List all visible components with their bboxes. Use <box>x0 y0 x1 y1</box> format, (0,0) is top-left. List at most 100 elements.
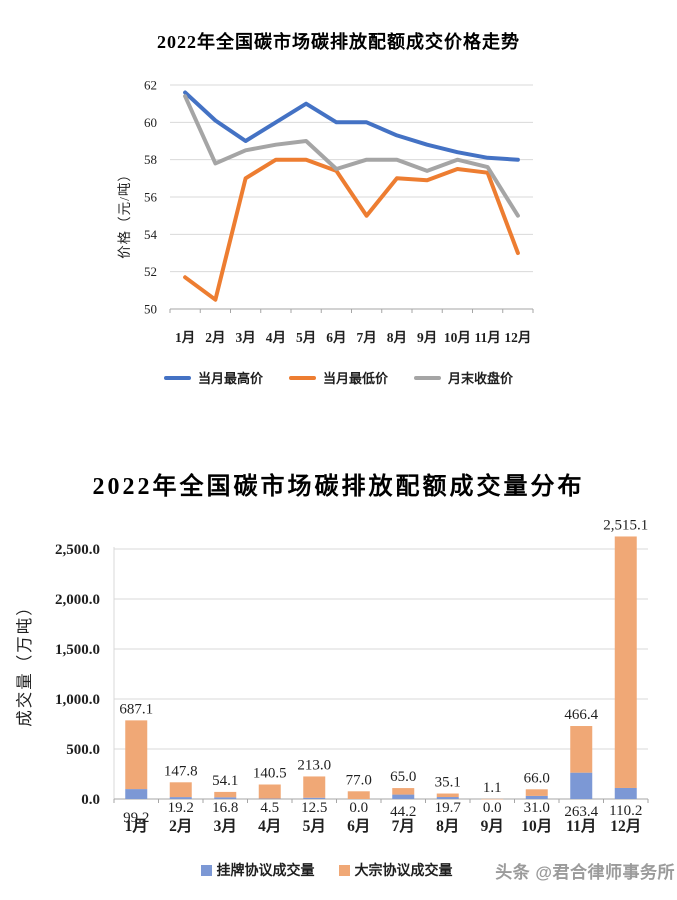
svg-text:1,000.0: 1,000.0 <box>55 692 100 708</box>
svg-text:1月: 1月 <box>125 817 148 835</box>
svg-text:466.4: 466.4 <box>564 707 598 723</box>
bar-大宗协议成交量 <box>525 789 548 796</box>
svg-text:44.2: 44.2 <box>390 804 416 820</box>
svg-text:成交量（万吨）: 成交量（万吨） <box>15 597 34 727</box>
bar-大宗协议成交量 <box>481 798 504 800</box>
legend-item-price: 月末收盘价 <box>414 368 513 387</box>
price-line-当月最低价 <box>183 157 520 302</box>
price-chart-axes <box>169 308 534 313</box>
bar-大宗协议成交量 <box>347 791 370 799</box>
svg-text:58: 58 <box>144 152 157 167</box>
svg-text:2,000.0: 2,000.0 <box>55 592 100 608</box>
svg-text:65.0: 65.0 <box>390 769 416 785</box>
svg-text:19.7: 19.7 <box>435 800 462 816</box>
svg-text:500.0: 500.0 <box>66 742 100 758</box>
svg-text:5月: 5月 <box>296 330 316 345</box>
legend-swatch-icon <box>200 864 212 876</box>
svg-text:11月: 11月 <box>474 330 500 345</box>
svg-text:6月: 6月 <box>347 817 370 835</box>
volume-chart-gridlines <box>114 548 648 750</box>
bar-挂牌协议成交量 <box>525 795 548 799</box>
svg-text:147.8: 147.8 <box>164 763 198 779</box>
svg-text:11月: 11月 <box>566 817 596 835</box>
svg-text:4月: 4月 <box>266 330 286 345</box>
svg-text:2,515.1: 2,515.1 <box>603 517 648 533</box>
svg-text:7月: 7月 <box>357 330 377 345</box>
svg-text:4月: 4月 <box>258 817 281 835</box>
bar-大宗协议成交量 <box>169 782 192 798</box>
svg-text:2月: 2月 <box>205 330 225 345</box>
svg-text:8月: 8月 <box>436 817 459 835</box>
svg-text:54.1: 54.1 <box>212 773 238 789</box>
svg-text:110.2: 110.2 <box>609 803 642 819</box>
svg-text:1,500.0: 1,500.0 <box>55 642 100 658</box>
volume-chart-bars <box>125 536 637 800</box>
legend-label: 当月最低价 <box>322 371 388 386</box>
svg-text:10月: 10月 <box>521 817 552 835</box>
volume-chart-title: 2022年全国碳市场碳排放配额成交量分布 <box>92 474 585 500</box>
volume-chart-axes <box>113 547 649 803</box>
legend-swatch-icon <box>414 375 441 380</box>
bar-挂牌协议成交量 <box>392 794 415 799</box>
legend-label: 当月最高价 <box>197 371 263 386</box>
svg-text:1月: 1月 <box>175 330 195 345</box>
svg-text:7月: 7月 <box>392 817 415 835</box>
price-chart-series <box>183 90 520 302</box>
svg-text:12.5: 12.5 <box>301 800 327 816</box>
svg-text:2月: 2月 <box>169 817 192 835</box>
bar-大宗协议成交量 <box>614 536 637 788</box>
svg-text:16.8: 16.8 <box>212 800 238 816</box>
svg-text:10月: 10月 <box>444 330 471 345</box>
svg-text:35.1: 35.1 <box>435 775 461 791</box>
svg-text:52: 52 <box>144 264 157 279</box>
svg-text:12月: 12月 <box>610 817 641 835</box>
svg-text:0.0: 0.0 <box>81 792 100 808</box>
legend-label: 挂牌协议成交量 <box>216 864 315 879</box>
legend-swatch-icon <box>163 375 191 380</box>
svg-text:213.0: 213.0 <box>297 757 331 773</box>
svg-text:687.1: 687.1 <box>119 701 153 717</box>
bar-大宗协议成交量 <box>436 793 459 798</box>
svg-text:4.5: 4.5 <box>260 800 279 816</box>
price-chart-gridlines <box>170 84 533 273</box>
price-chart-legend: 当月最高价 当月最低价 月末收盘价 <box>0 368 677 387</box>
svg-text:140.5: 140.5 <box>253 766 287 782</box>
volume-chart-data-labels: 687.1 99.2 147.8 19.2 54.1 16.8 140.5 4.5 213.0 1… <box>119 517 648 826</box>
bar-大宗协议成交量 <box>570 726 593 773</box>
svg-text:66.0: 66.0 <box>524 770 550 786</box>
legend-item-price: 当月最高价 <box>163 368 263 387</box>
svg-text:263.4: 263.4 <box>564 804 598 820</box>
bar-挂牌协议成交量 <box>125 789 148 799</box>
bar-大宗协议成交量 <box>258 784 281 799</box>
svg-text:9月: 9月 <box>417 330 437 345</box>
svg-text:31.0: 31.0 <box>524 800 550 816</box>
price-line-当月最高价 <box>183 90 520 162</box>
bar-挂牌协议成交量 <box>614 787 637 799</box>
svg-text:6月: 6月 <box>326 330 346 345</box>
bar-大宗协议成交量 <box>392 788 415 795</box>
svg-text:60: 60 <box>144 115 157 130</box>
price-line-月末收盘价 <box>183 94 520 218</box>
legend-label: 大宗协议成交量 <box>354 864 453 879</box>
svg-text:62: 62 <box>144 78 157 93</box>
watermark: 头条 @君合律师事务所 <box>495 863 675 882</box>
svg-text:77.0: 77.0 <box>346 772 372 788</box>
svg-text:5月: 5月 <box>303 817 326 835</box>
legend-label: 月末收盘价 <box>448 371 514 386</box>
legend-item-volume: 挂牌协议成交量 <box>200 860 315 880</box>
volume-chart-legend: 挂牌协议成交量 大宗协议成交量 <box>0 860 665 880</box>
svg-text:8月: 8月 <box>387 330 407 345</box>
bar-大宗协议成交量 <box>214 791 237 798</box>
svg-text:56: 56 <box>144 190 158 205</box>
svg-text:99.2: 99.2 <box>123 810 149 826</box>
svg-text:2,500.0: 2,500.0 <box>55 542 100 558</box>
bar-挂牌协议成交量 <box>303 797 326 799</box>
svg-text:9月: 9月 <box>481 817 504 835</box>
legend-item-volume: 大宗协议成交量 <box>338 860 453 880</box>
price-chart-title: 2022年全国碳市场碳排放配额成交价格走势 <box>157 32 520 52</box>
bar-挂牌协议成交量 <box>214 797 237 799</box>
volume-chart-axis-labels: 0.0 500.0 1,000.0 1,500.0 2,000.0 2,500.0 成交量（… <box>15 542 641 835</box>
legend-swatch-icon <box>288 375 316 380</box>
